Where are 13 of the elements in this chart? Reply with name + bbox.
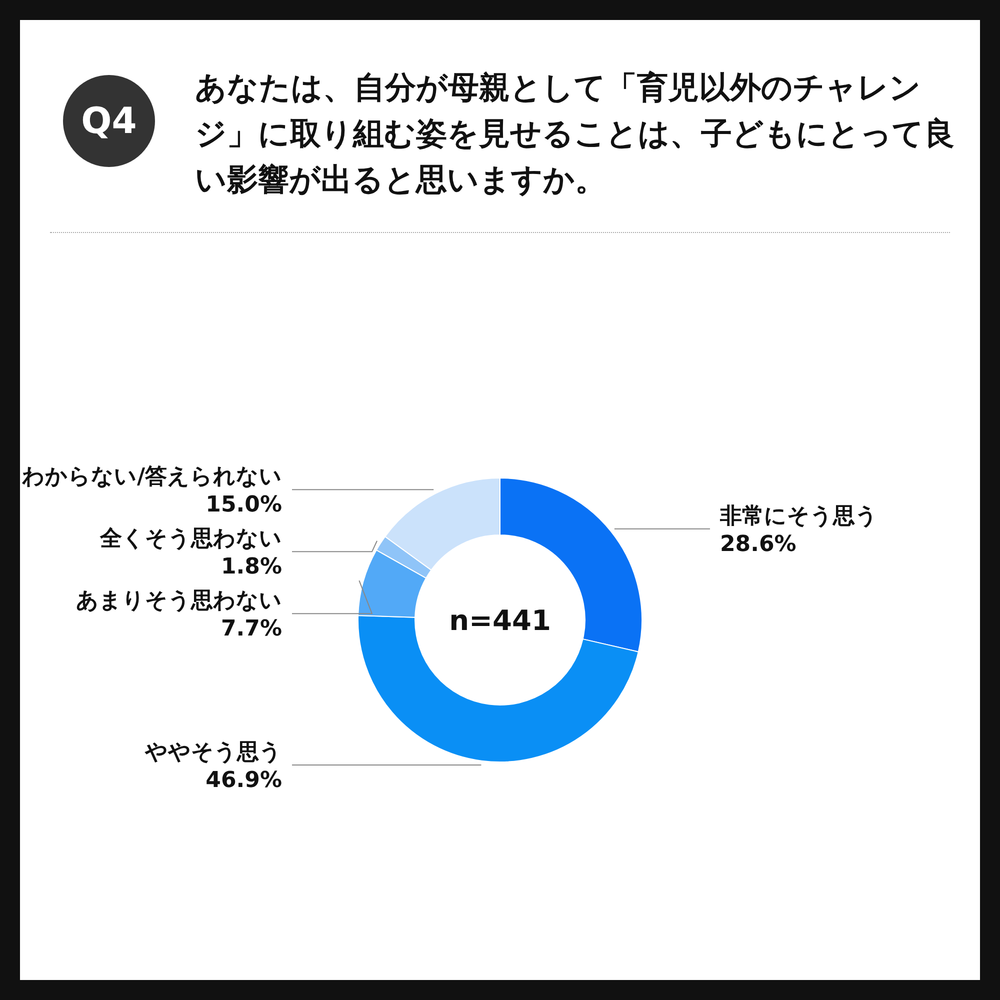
slice-label: ややそう思う	[144, 740, 282, 766]
text: Q4	[63, 75, 155, 167]
slice-label: あまりそう思わない	[76, 588, 282, 614]
data-label: 46.9%	[206, 768, 282, 794]
text: n=441	[449, 604, 551, 637]
slice-label: 非常にそう思う	[719, 504, 878, 529]
data-label: 15.0%	[206, 492, 282, 518]
data-label: 1.8%	[220, 554, 282, 580]
slice-label: わからない/答えられない	[20, 464, 282, 490]
data-label: 7.7%	[220, 616, 282, 642]
slice-label: 全くそう思わない	[99, 526, 282, 552]
data-label: 28.6%	[720, 532, 796, 557]
chart-title: あなたは、自分が母親として「育児以外のチャレンジ」に取り組む姿を見せることは、子どもにとって良い影響が出ると思いますか。	[195, 69, 956, 200]
